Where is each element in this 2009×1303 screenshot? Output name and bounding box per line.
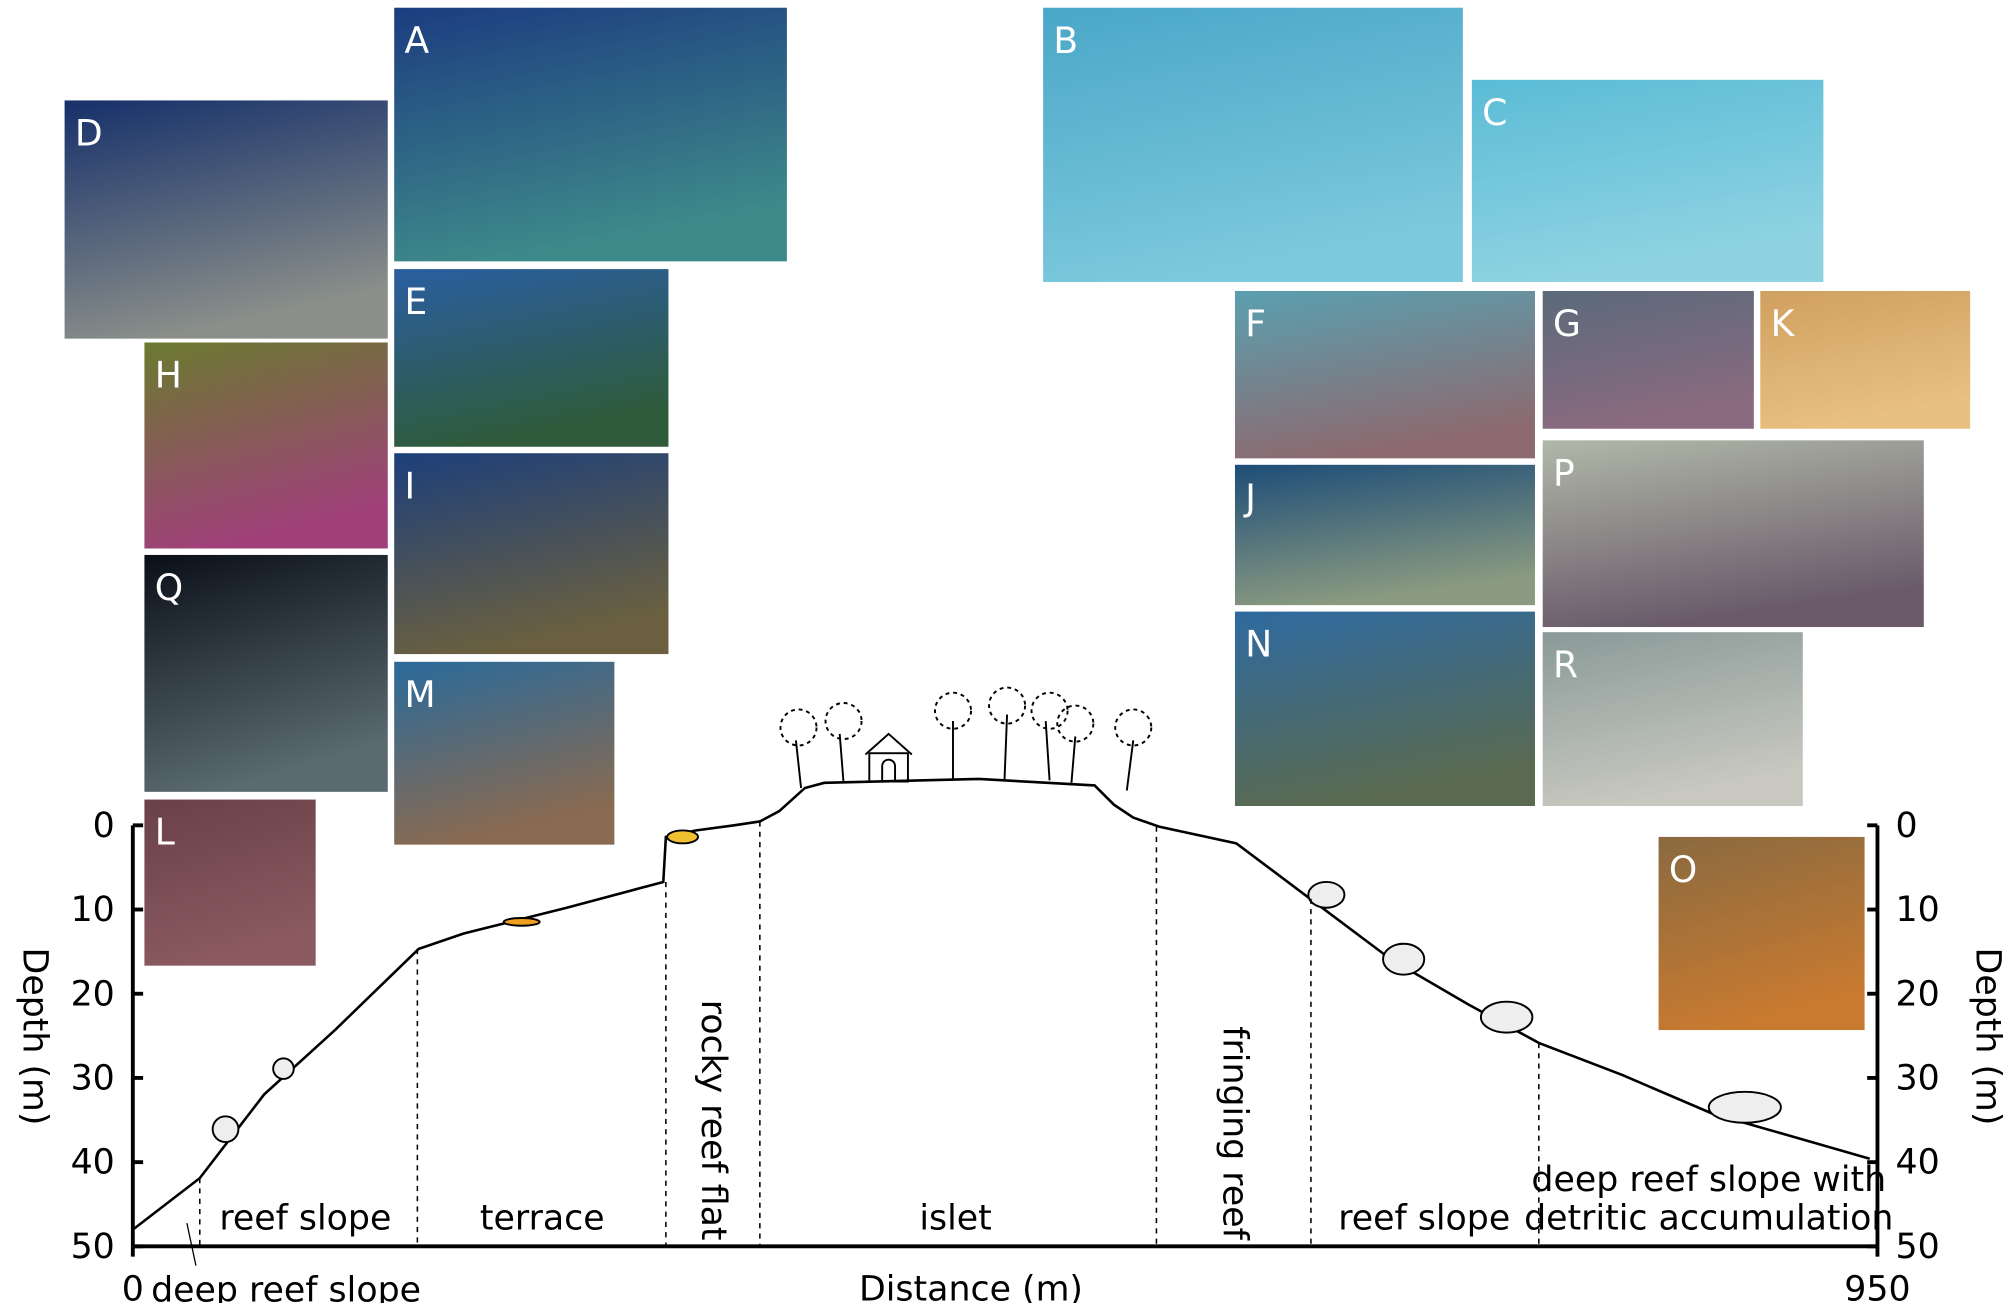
y-tick-label: 30: [1895, 1059, 1939, 1099]
photo-letter: N: [1245, 624, 1272, 666]
zone-label: rocky reef flat: [693, 1000, 733, 1241]
y-tick-label: 40: [71, 1143, 115, 1183]
photo: [1472, 80, 1824, 282]
zone-label: terrace: [480, 1199, 605, 1239]
page: {"photos":[{"label":"A"},{"label":"B"},{…: [0, 0, 2009, 1303]
photo-letter: C: [1482, 92, 1507, 134]
photo-letter: M: [405, 674, 436, 716]
figure: A B C D E F G K H I J P Q N R M L O reef slope terrace ro…: [0, 0, 2009, 1303]
x-axis-label: Distance (m): [859, 1269, 1083, 1303]
zone-label: deep reef slope with: [1531, 1160, 1886, 1200]
photo-letter: E: [405, 281, 428, 323]
photo-letter: A: [405, 20, 430, 62]
y-tick-label: 10: [71, 890, 115, 930]
photo-letter: D: [75, 112, 103, 154]
photo: [394, 269, 668, 447]
y-tick-label: 30: [71, 1059, 115, 1099]
x-tick-label: 0: [122, 1269, 144, 1303]
x-tick-label: 950: [1844, 1269, 1910, 1303]
photo-letter: K: [1771, 303, 1796, 345]
zone-label: fringing reef: [1214, 1026, 1254, 1240]
photo-panel: A B C D E F G K H I J P Q N R M L O: [65, 8, 1971, 1030]
photo: [1235, 612, 1535, 806]
zone-label: islet: [919, 1199, 991, 1239]
photo: [1235, 465, 1535, 605]
photo-letter: J: [1243, 477, 1256, 519]
photo: [1043, 8, 1463, 282]
photo-letter: B: [1053, 20, 1078, 62]
photo-letter: O: [1669, 849, 1697, 891]
y-tick-label: 0: [93, 806, 115, 846]
photo: [1543, 440, 1924, 627]
photo: [394, 453, 668, 654]
photo-letter: L: [155, 812, 175, 854]
photo-letter: P: [1553, 452, 1575, 494]
photo-letter: R: [1553, 644, 1578, 686]
photo-letter: G: [1553, 303, 1581, 345]
y-tick-label: 50: [71, 1227, 115, 1267]
y-tick-label: 0: [1895, 806, 1917, 846]
zone-label: detritic accumulation: [1524, 1199, 1893, 1239]
y-tick-label: 40: [1895, 1143, 1939, 1183]
y-tick-label: 10: [1895, 890, 1939, 930]
photo: [65, 100, 388, 338]
photo: [394, 8, 787, 262]
photo: [1543, 632, 1803, 806]
y-tick-label: 50: [1895, 1227, 1939, 1267]
photo-letter: I: [405, 465, 416, 507]
y-axis-label: Depth (m): [1968, 948, 2008, 1126]
zone-label: deep reef slope: [151, 1271, 421, 1303]
zone-label: reef slope: [219, 1199, 391, 1239]
photo-letter: F: [1245, 303, 1266, 345]
y-axis-label: Depth (m): [14, 948, 54, 1126]
y-tick-label: 20: [1895, 974, 1939, 1014]
photo: [1235, 291, 1535, 458]
y-tick-label: 20: [71, 974, 115, 1014]
photo-letter: Q: [155, 567, 183, 609]
photo-letter: H: [155, 355, 182, 397]
zone-label: reef slope: [1338, 1199, 1510, 1239]
